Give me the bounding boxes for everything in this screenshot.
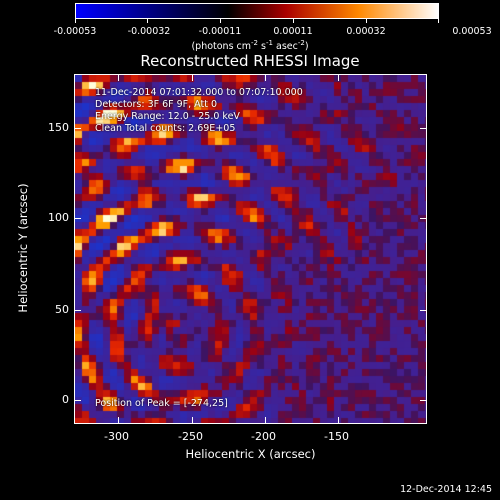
y-tickmark-right (420, 128, 426, 129)
plot-title: Reconstructed RHESSI Image (140, 52, 360, 70)
colorbar-tickmark (438, 19, 439, 23)
plot-timestamp: 12-Dec-2014 12:45 (400, 484, 492, 495)
reconstructed-image (75, 75, 426, 423)
colorbar (75, 3, 439, 19)
info-peak-position: Position of Peak = [-274,25] (95, 398, 228, 409)
x-tick-label: -200 (251, 430, 276, 443)
info-energy-range: Energy Range: 12.0 - 25.0 keV (95, 111, 240, 122)
colorbar-tickmark (366, 19, 367, 23)
colorbar-gradient (76, 4, 438, 18)
y-tick-label: 100 (48, 211, 69, 224)
y-tickmark (75, 128, 81, 129)
colorbar-tick-label: 0.00032 (346, 26, 386, 37)
colorbar-tick-label: 0.00011 (273, 26, 313, 37)
x-tickmark (338, 417, 339, 423)
x-tickmark (265, 417, 266, 423)
colorbar-unit-label: (photons cm-2 s-1 asec-2) (191, 39, 309, 53)
x-tickmark (192, 417, 193, 423)
colorbar-tickmark (220, 19, 221, 23)
y-tickmark-right (420, 400, 426, 401)
colorbar-tick-label: -0.00032 (127, 26, 171, 37)
y-tickmark (75, 218, 81, 219)
y-tickmark (75, 400, 81, 401)
x-tick-label: -300 (104, 430, 129, 443)
info-time-range: 11-Dec-2014 07:01:32.000 to 07:07:10.000 (95, 87, 303, 98)
info-detectors: Detectors: 3F 6F 9F, Att 0 (95, 99, 218, 110)
x-tickmark-top (118, 75, 119, 81)
x-tickmark-top (338, 75, 339, 81)
x-tick-label: -250 (178, 430, 203, 443)
image-plot-frame: 11-Dec-2014 07:01:32.000 to 07:07:10.000… (74, 74, 427, 424)
colorbar-tickmark (75, 19, 76, 23)
colorbar-tick-label: 0.00053 (452, 26, 492, 37)
y-tick-label: 0 (62, 393, 69, 406)
colorbar-tickmark (147, 19, 148, 23)
y-tick-label: 150 (48, 121, 69, 134)
colorbar-tick-label: -0.00011 (198, 26, 242, 37)
y-tick-label: 50 (55, 303, 69, 316)
y-tickmark (75, 310, 81, 311)
y-tickmark-right (420, 310, 426, 311)
colorbar-tick-label: -0.00053 (53, 26, 97, 37)
x-axis-label: Heliocentric X (arcsec) (185, 447, 316, 461)
y-tickmark-right (420, 218, 426, 219)
y-axis-label: Heliocentric Y (arcsec) (16, 183, 30, 313)
x-tickmark-top (265, 75, 266, 81)
x-tick-label: -150 (324, 430, 349, 443)
colorbar-tickmark (293, 19, 294, 23)
info-clean-counts: Clean Total counts: 2.69E+05 (95, 123, 236, 134)
x-tickmark-top (192, 75, 193, 81)
x-tickmark (118, 417, 119, 423)
